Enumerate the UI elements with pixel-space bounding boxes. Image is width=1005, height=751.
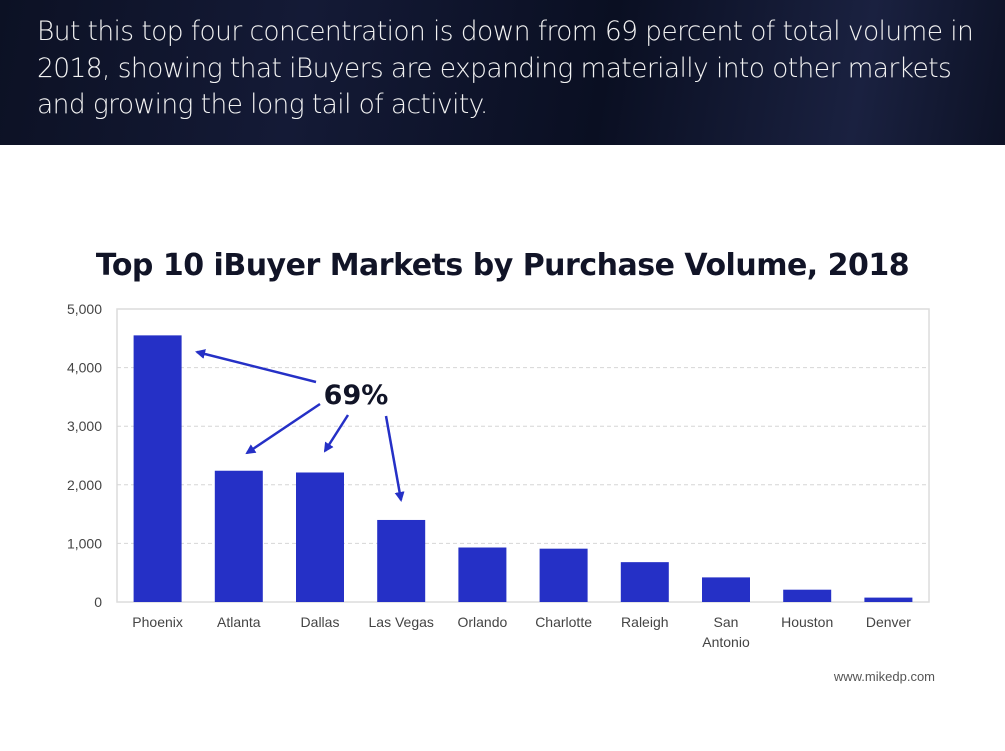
- x-tick-label: Charlotte: [535, 614, 592, 630]
- y-tick-label: 4,000: [67, 360, 102, 376]
- x-tick-label: Raleigh: [621, 614, 668, 630]
- bar-denver: [864, 597, 913, 602]
- chart-title: Top 10 iBuyer Markets by Purchase Volume…: [95, 248, 910, 283]
- y-tick-label: 5,000: [67, 301, 102, 317]
- annotation-arrows: 69%: [195, 349, 405, 502]
- bar-raleigh: [620, 562, 669, 602]
- x-tick-label: Houston: [781, 614, 833, 630]
- x-tick-label: Denver: [866, 614, 911, 630]
- header-banner: But this top four concentration is down …: [0, 0, 1005, 145]
- x-tick-label: San: [714, 614, 739, 630]
- bar-charlotte: [539, 548, 588, 602]
- annotation-label: 69%: [324, 380, 389, 411]
- bar-las-vegas: [377, 519, 426, 602]
- y-tick-label: 3,000: [67, 418, 102, 434]
- x-tick-label: Las Vegas: [369, 614, 434, 630]
- bar-phoenix: [133, 335, 182, 602]
- x-tick-label: Atlanta: [217, 614, 261, 630]
- y-tick-label: 0: [94, 594, 102, 610]
- y-tick-label: 2,000: [67, 477, 102, 493]
- source-credit: www.mikedp.com: [833, 669, 935, 684]
- x-tick-label: Dallas: [301, 614, 340, 630]
- bar-houston: [783, 589, 832, 602]
- banner-text: But this top four concentration is down …: [37, 16, 974, 120]
- x-tick-label: Phoenix: [132, 614, 183, 630]
- bar-san-antonio: [702, 577, 750, 602]
- bar-atlanta: [214, 470, 263, 602]
- x-tick-label: Orlando: [457, 614, 507, 630]
- bar-orlando: [458, 547, 507, 602]
- x-tick-label: Antonio: [702, 634, 750, 650]
- plot-frame: [116, 308, 930, 603]
- bar-dallas: [296, 472, 344, 602]
- y-tick-label: 1,000: [67, 535, 102, 551]
